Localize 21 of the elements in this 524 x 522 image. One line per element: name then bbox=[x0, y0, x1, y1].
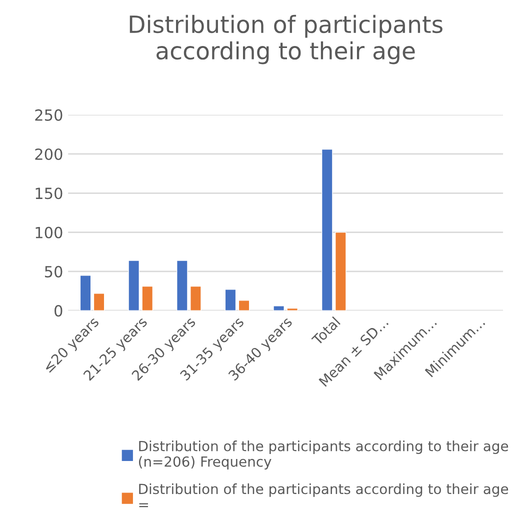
y-tick-label: 0 bbox=[54, 305, 62, 317]
bar bbox=[335, 232, 346, 311]
legend-label: Distribution of the participants according to their age = bbox=[139, 483, 508, 508]
y-tick-label: 200 bbox=[35, 148, 62, 160]
bar bbox=[321, 148, 333, 311]
bar bbox=[273, 306, 284, 311]
bar bbox=[238, 300, 250, 311]
y-tick-label: 150 bbox=[36, 188, 62, 200]
bar bbox=[176, 260, 188, 311]
bar bbox=[80, 275, 92, 311]
bar bbox=[286, 308, 298, 311]
y-tick-label: 100 bbox=[36, 226, 62, 238]
bar bbox=[142, 286, 154, 311]
bar bbox=[224, 289, 236, 311]
bar bbox=[128, 260, 140, 311]
y-tick-label: 250 bbox=[35, 109, 62, 121]
y-tick-label: 50 bbox=[44, 266, 62, 278]
legend-label: Distribution of the participants according to their age (n=206) Frequency bbox=[139, 440, 508, 470]
bar bbox=[190, 286, 202, 311]
bar bbox=[93, 293, 105, 311]
chart-title: Distribution of participants according to their age bbox=[130, 14, 442, 64]
